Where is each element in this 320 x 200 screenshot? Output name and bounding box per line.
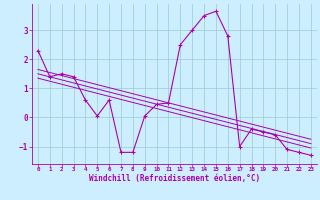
X-axis label: Windchill (Refroidissement éolien,°C): Windchill (Refroidissement éolien,°C) — [89, 174, 260, 183]
